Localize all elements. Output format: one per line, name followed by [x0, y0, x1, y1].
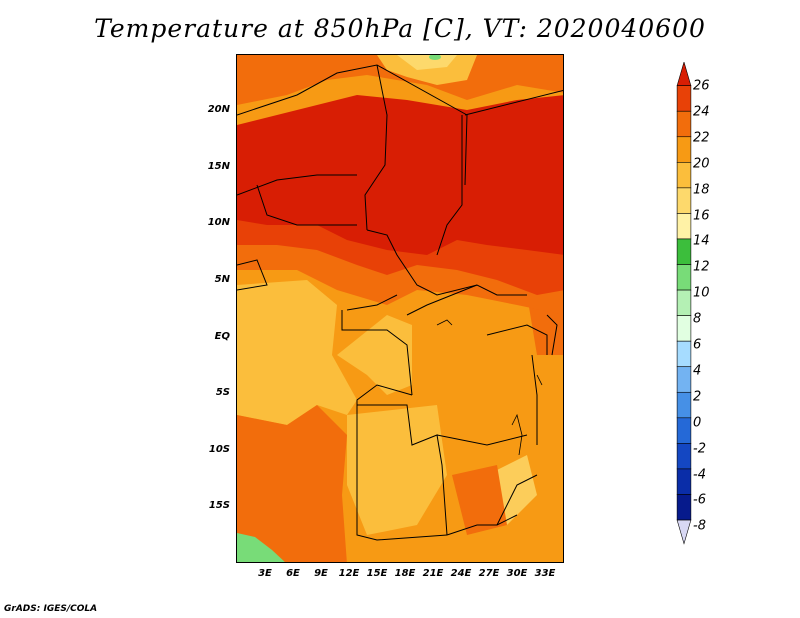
region-north-pale — [377, 55, 477, 85]
x-label-30e: 30E — [506, 568, 528, 579]
country-borders — [237, 64, 563, 541]
grads-credit: GrADS: IGES/COLA — [4, 604, 98, 614]
region-se-warm — [452, 465, 507, 535]
colorbar-swatch — [676, 443, 692, 470]
colorbar-swatch — [676, 162, 692, 189]
y-label-10s: 10S — [208, 444, 230, 455]
x-label-9e: 9E — [314, 568, 328, 579]
map-panel — [236, 54, 564, 563]
x-label-24e: 24E — [450, 568, 472, 579]
x-label-18e: 18E — [394, 568, 416, 579]
colorbar-swatch — [676, 213, 692, 240]
x-label-33e: 33E — [534, 568, 556, 579]
colorbar-label: 20 — [693, 156, 710, 172]
colorbar-bottom-arrow — [676, 519, 692, 545]
colorbar-swatch — [676, 366, 692, 393]
y-label-15s: 15S — [208, 500, 230, 511]
y-label-5s: 5S — [215, 387, 230, 398]
colorbar-label: 0 — [693, 415, 702, 431]
colorbar-swatch — [676, 468, 692, 495]
colorbar-swatch — [676, 264, 692, 291]
region-green-sw — [237, 533, 285, 562]
colorbar-label: 2 — [693, 389, 702, 405]
colorbar-label: 16 — [693, 208, 710, 223]
region-north-rim — [237, 55, 563, 105]
colorbar-label: 6 — [693, 337, 702, 353]
colorbar-swatch — [676, 136, 692, 163]
x-label-6e: 6E — [286, 568, 300, 579]
colorbar-label: 26 — [693, 78, 710, 94]
region-pale-east — [487, 455, 537, 525]
region-north-band — [237, 235, 563, 315]
region-north-lightest — [397, 55, 457, 70]
colorbar — [676, 62, 692, 545]
colorbar-swatch — [676, 391, 692, 419]
lakes-coast — [436, 319, 543, 456]
colorbar-swatch — [676, 315, 692, 342]
colorbar-label: -8 — [693, 518, 706, 534]
x-label-15e: 15E — [366, 568, 388, 579]
colorbar-swatch — [676, 110, 692, 138]
region-sw-warm — [237, 405, 347, 562]
colorbar-swatch — [676, 340, 692, 368]
colorbar-swatch — [676, 417, 692, 444]
colorbar-label: 8 — [693, 311, 702, 327]
colorbar-label: 4 — [693, 363, 702, 379]
colorbar-label: 10 — [693, 285, 710, 301]
colorbar-swatch — [676, 187, 692, 214]
colorbar-label: -4 — [693, 467, 706, 482]
colorbar-label: -6 — [693, 492, 706, 508]
colorbar-label: 24 — [693, 104, 710, 120]
x-label-27e: 27E — [478, 568, 500, 579]
y-label-15n: 15N — [207, 161, 230, 172]
colorbar-swatch — [676, 85, 692, 112]
region-south-pale — [347, 405, 447, 535]
region-green-north — [429, 55, 441, 60]
y-label-10n: 10N — [207, 217, 230, 228]
colorbar-label: 14 — [693, 233, 710, 249]
y-label-20n: 20N — [207, 104, 230, 115]
x-label-12e: 12E — [338, 568, 360, 579]
colorbar-label: -2 — [693, 441, 706, 457]
colorbar-swatch — [676, 238, 692, 265]
colorbar-label: 18 — [693, 182, 710, 198]
colorbar-label: 12 — [693, 259, 710, 275]
chart-title: Temperature at 850hPa [C], VT: 202004060… — [94, 14, 706, 43]
colorbar-swatch — [676, 289, 692, 316]
temperature-field — [237, 55, 563, 562]
y-label-eq: EQ — [214, 331, 230, 342]
y-label-5n: 5N — [214, 274, 230, 285]
colorbar-label: 22 — [693, 130, 710, 146]
x-label-3e: 3E — [258, 568, 272, 579]
region-hottest — [237, 95, 563, 255]
colorbar-swatch — [676, 494, 692, 521]
x-label-21e: 21E — [422, 568, 444, 579]
colorbar-top-arrow — [676, 62, 692, 86]
region-west-pale — [237, 280, 357, 425]
